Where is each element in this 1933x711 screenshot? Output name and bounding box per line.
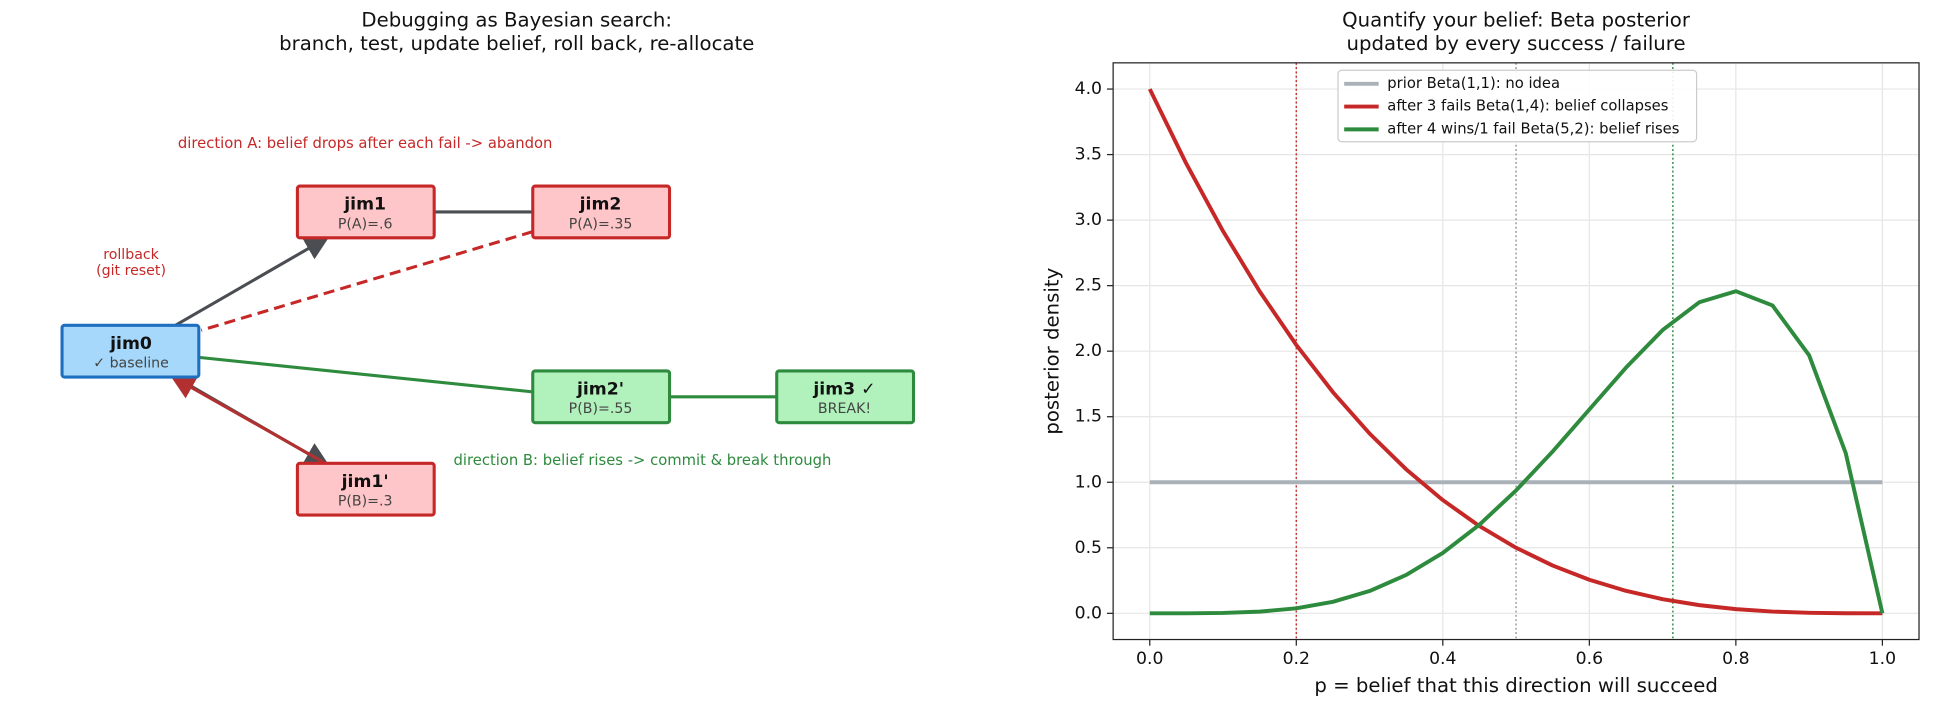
y-tick-label: 3.0 (1075, 210, 1102, 230)
line-series (1149, 289, 1885, 616)
node: jim3 ✓ BREAK! (775, 369, 916, 425)
legend-label: prior Beta(1,1): no idea (1387, 75, 1560, 92)
plot-frame (1112, 62, 1920, 641)
y-tick-label: 2.0 (1075, 341, 1102, 361)
node: jim1 P(A)=.6 (295, 184, 436, 240)
node-box (775, 369, 916, 425)
node-label: jim3 ✓ (812, 379, 875, 399)
diagram: Debugging as Bayesian search: branch, te… (60, 8, 916, 517)
node-box (295, 461, 436, 517)
y-tick-label: 3.5 (1075, 145, 1102, 165)
node-box (295, 184, 436, 240)
legend-label: after 3 fails Beta(1,4): belief collapse… (1387, 98, 1668, 115)
node-sublabel: P(A)=.35 (569, 216, 633, 232)
y-tick-label: 2.5 (1075, 276, 1102, 296)
rollback-edge (170, 375, 325, 464)
y-tick-label: 1.5 (1075, 407, 1102, 427)
x-tick-label: 0.8 (1722, 649, 1749, 669)
node: jim1' P(B)=.3 (295, 461, 436, 517)
node-sublabel: P(A)=.6 (338, 216, 393, 232)
chart: Quantify your belief: Beta posterior upd… (1040, 8, 1920, 697)
annotation: direction A: belief drops after each fai… (178, 135, 553, 152)
node-label: jim1' (341, 472, 389, 492)
edge (174, 236, 330, 327)
diagram-title: Debugging as Bayesian search: (361, 8, 672, 31)
legend-box (1337, 69, 1698, 143)
legend-label: after 4 wins/1 fail Beta(5,2): belief ri… (1387, 120, 1679, 137)
y-tick-label: 4.0 (1075, 79, 1102, 99)
node-box (531, 184, 672, 240)
annotation: (git reset) (96, 263, 166, 279)
legend: prior Beta(1,1): no idea after 3 fails Be… (1337, 69, 1698, 143)
chart-title: updated by every success / failure (1347, 32, 1686, 55)
node-label: jim2' (576, 379, 624, 399)
x-tick-label: 0.0 (1136, 649, 1163, 669)
y-axis-label: posterior density (1040, 267, 1063, 434)
diagram-title: branch, test, update belief, roll back, … (279, 32, 754, 55)
node: jim2 P(A)=.35 (531, 184, 672, 240)
node: jim2' P(B)=.55 (531, 369, 672, 425)
x-axis-label: p = belief that this direction will succ… (1314, 674, 1718, 697)
edge (198, 355, 533, 394)
x-tick-label: 0.2 (1283, 649, 1310, 669)
line-series (1147, 88, 1883, 616)
node-label: jim0 (109, 334, 152, 354)
y-tick-label: 1.0 (1075, 472, 1102, 492)
node-label: jim2 (579, 195, 622, 215)
x-tick-label: 0.4 (1429, 649, 1456, 669)
node-box (531, 369, 672, 425)
node-sublabel: P(B)=.55 (569, 401, 633, 417)
chart-title: Quantify your belief: Beta posterior (1342, 8, 1691, 31)
node-box (60, 323, 201, 379)
annotation: direction B: belief rises -> commit & br… (454, 452, 832, 469)
x-tick-label: 1.0 (1869, 649, 1896, 669)
node-sublabel: BREAK! (818, 401, 871, 417)
node-sublabel: P(B)=.3 (338, 494, 393, 510)
y-tick-label: 0.0 (1075, 603, 1102, 623)
rollback-edge (200, 230, 534, 332)
y-tick-label: 0.5 (1075, 538, 1102, 558)
node-sublabel: ✓ baseline (93, 356, 169, 372)
x-tick-label: 0.6 (1576, 649, 1603, 669)
node-label: jim1 (343, 195, 386, 215)
node: jim0 ✓ baseline (60, 323, 201, 379)
annotation: rollback (103, 247, 159, 263)
